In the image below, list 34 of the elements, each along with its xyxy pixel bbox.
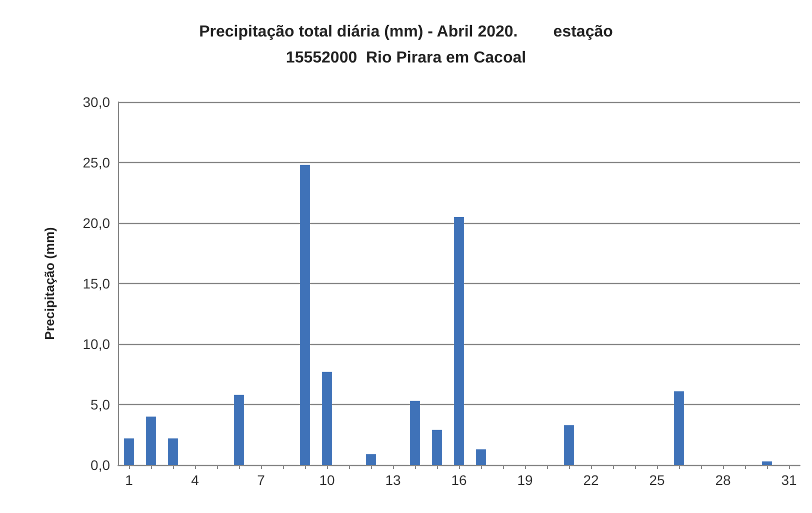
bar	[366, 454, 376, 465]
x-tick-label: 25	[649, 472, 665, 488]
x-tick-label: 19	[517, 472, 533, 488]
chart-title: Precipitação total diária (mm) - Abril 2020. estação 15552000 Rio Pirara em Cacoal	[199, 24, 614, 66]
x-tick-label: 10	[319, 472, 335, 488]
bar	[454, 216, 464, 465]
y-axis-title: Precipitação (mm)	[42, 227, 57, 340]
bar	[300, 164, 310, 465]
bar	[168, 438, 178, 465]
x-tick-label: 22	[583, 472, 599, 488]
y-tick-label: 20,0	[82, 215, 110, 231]
bar	[476, 449, 486, 465]
y-tick-label: 5,0	[90, 396, 110, 412]
y-tick-label: 10,0	[82, 336, 110, 352]
bar	[146, 416, 156, 465]
bar	[410, 400, 420, 465]
x-tick-label: 31	[781, 472, 797, 488]
x-tick-label: 7	[257, 472, 266, 488]
x-tick-label: 13	[385, 472, 401, 488]
x-tick-label: 4	[191, 472, 200, 488]
y-tick-label: 0,0	[90, 457, 110, 473]
x-tick-label: 16	[451, 472, 467, 488]
bar	[674, 391, 684, 465]
x-tick-label: 1	[125, 472, 134, 488]
bar	[322, 372, 332, 465]
bar	[124, 438, 134, 465]
x-tick-label: 28	[715, 472, 731, 488]
bar	[762, 461, 772, 465]
y-tick-label: 25,0	[82, 154, 110, 170]
bar	[432, 430, 442, 465]
y-tick-label: 15,0	[82, 276, 110, 292]
y-tick-label: 30,0	[82, 94, 110, 110]
bar	[564, 425, 574, 465]
bar	[234, 394, 244, 465]
